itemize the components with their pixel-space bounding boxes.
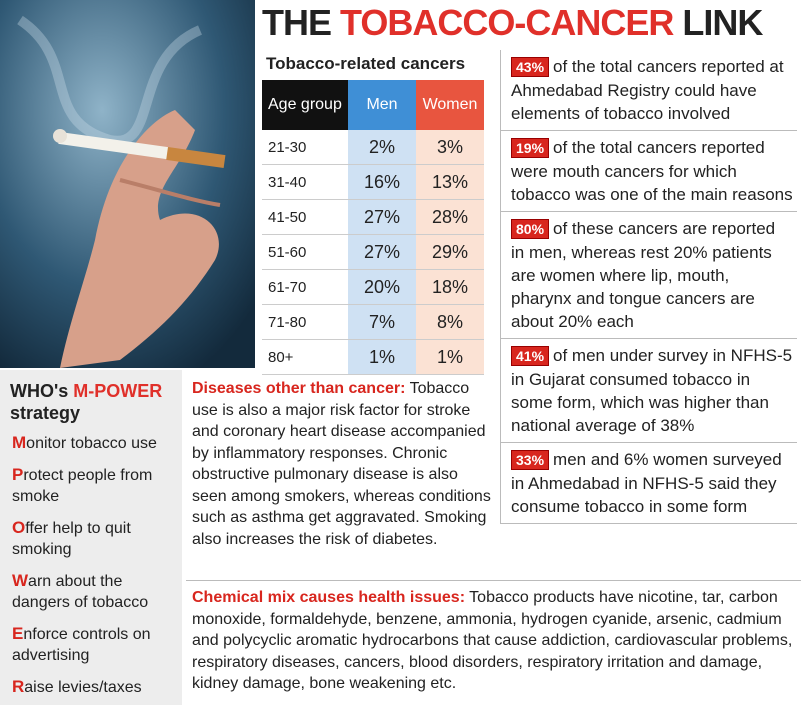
mpower-rest: nforce controls on advertising — [12, 626, 151, 664]
chemicals: Chemical mix causes health issues: Tobac… — [186, 580, 801, 705]
table-cell: 16% — [348, 164, 416, 200]
table-header: Men — [348, 80, 416, 130]
fact-badge: 41% — [511, 346, 550, 366]
table-cell: 51-60 — [262, 234, 348, 270]
table-header: Age group — [262, 80, 348, 130]
chemicals-body: Tobacco products have nicotine, tar, car… — [192, 589, 793, 692]
table-cell: 8% — [416, 304, 484, 340]
table: Age group Men Women 21-30 2% 3% 31-40 16% 13% 41-… — [262, 80, 484, 375]
table-cell: 80+ — [262, 339, 348, 375]
table-cell: 27% — [348, 199, 416, 235]
table-cell: 71-80 — [262, 304, 348, 340]
fact-text: of men under survey in NFHS-5 in Gujarat… — [511, 346, 793, 435]
fact-text: of the total cancers reported at Ahmedab… — [511, 57, 784, 123]
mpower-item: Enforce controls on advertising — [0, 619, 182, 672]
table-row: 51-60 27% 29% — [262, 234, 484, 270]
table-cell: 18% — [416, 269, 484, 305]
fact-badge: 33% — [511, 450, 550, 470]
fact-text: of the total cancers reported were mouth… — [511, 138, 793, 204]
mpower-item: Monitor tobacco use — [0, 428, 182, 460]
mpower-rest: rotect people from smoke — [12, 467, 153, 505]
table-cell: 21-30 — [262, 130, 348, 165]
table-row: 41-50 27% 28% — [262, 199, 484, 235]
fact-badge: 80% — [511, 219, 550, 239]
mpower-initial: E — [12, 624, 24, 643]
fact-badge: 43% — [511, 57, 550, 77]
mpower-item: Protect people from smoke — [0, 460, 182, 513]
mpower-title-prefix: WHO's — [10, 381, 69, 401]
mpower-rest: aise levies/taxes — [24, 679, 142, 696]
chemicals-lead: Chemical mix causes health issues: — [192, 589, 466, 606]
table-cell: 2% — [348, 130, 416, 165]
fact: 43% of the total cancers reported at Ahme… — [501, 50, 797, 131]
fact-text: of these cancers are reported in men, wh… — [511, 219, 776, 331]
mpower-item: Offer help to quit smoking — [0, 513, 182, 566]
diseases: Diseases other than cancer: Tobacco use … — [192, 378, 492, 550]
mpower-item: Warn about the dangers of tobacco — [0, 566, 182, 619]
diseases-body: Tobacco use is also a major risk factor … — [192, 380, 491, 548]
table-cell: 61-70 — [262, 269, 348, 305]
table-cell: 7% — [348, 304, 416, 340]
table-cell: 29% — [416, 234, 484, 270]
table-cell: 20% — [348, 269, 416, 305]
title-prefix: THE — [262, 2, 332, 43]
fact: 33% men and 6% women surveyed in Ahmedaba… — [501, 443, 797, 524]
table-cell: 13% — [416, 164, 484, 200]
mpower-rest: onitor tobacco use — [26, 435, 157, 452]
title-suffix: LINK — [682, 2, 763, 43]
mpower-initial: M — [12, 433, 27, 452]
fact-text: men and 6% women surveyed in Ahmedabad i… — [511, 450, 782, 516]
table-cell: 28% — [416, 199, 484, 235]
mpower-title-highlight: M-POWER — [73, 381, 163, 401]
mpower-item: Raise levies/taxes — [0, 672, 182, 704]
fact: 80% of these cancers are reported in men,… — [501, 212, 797, 339]
photo — [0, 0, 255, 368]
fact-badge: 19% — [511, 138, 550, 158]
mpower-rest: arn about the dangers of tobacco — [12, 573, 149, 611]
table-cell: 27% — [348, 234, 416, 270]
mpower-initial: W — [12, 571, 29, 590]
table-row: 31-40 16% 13% — [262, 164, 484, 200]
table-row: 80+ 1% 1% — [262, 339, 484, 375]
mpower-initial: O — [12, 518, 26, 537]
table-cell: 31-40 — [262, 164, 348, 200]
mpower-box: WHO's M-POWER strategy Monitor tobacco us… — [0, 370, 182, 705]
mpower-rest: ffer help to quit smoking — [12, 520, 131, 558]
table-caption: Tobacco-related cancers — [266, 54, 466, 73]
table-cell: 3% — [416, 130, 484, 165]
table-cell: 41-50 — [262, 199, 348, 235]
mpower-initial: P — [12, 465, 24, 484]
table-cell: 1% — [416, 339, 484, 375]
diseases-lead: Diseases other than cancer: — [192, 380, 406, 397]
table-row: 61-70 20% 18% — [262, 269, 484, 305]
mpower-initial: R — [12, 677, 25, 696]
mpower-title-suffix: strategy — [10, 403, 81, 423]
fact: 19% of the total cancers reported were mo… — [501, 131, 797, 212]
fact: 41% of men under survey in NFHS-5 in Guja… — [501, 339, 797, 443]
table-header: Women — [416, 80, 484, 130]
title: THE TOBACCO-CANCER LINK — [262, 2, 801, 44]
facts: 43% of the total cancers reported at Ahme… — [500, 50, 797, 524]
title-highlight: TOBACCO-CANCER — [340, 2, 674, 43]
mpower-title: WHO's M-POWER strategy — [0, 370, 182, 428]
table-row: 21-30 2% 3% — [262, 130, 484, 165]
table-row: 71-80 7% 8% — [262, 304, 484, 340]
table-cell: 1% — [348, 339, 416, 375]
